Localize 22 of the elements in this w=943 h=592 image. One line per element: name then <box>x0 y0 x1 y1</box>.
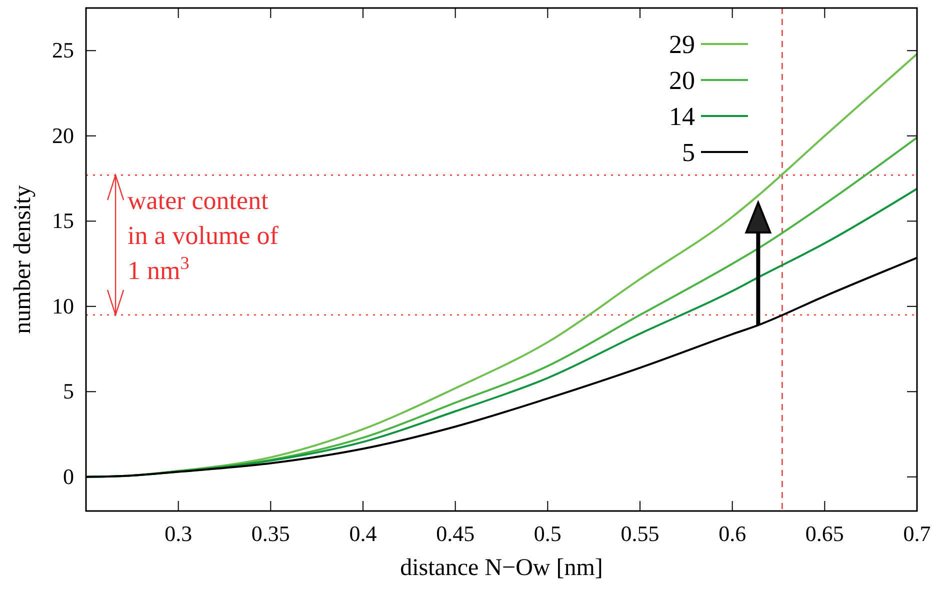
x-tick-label: 0.4 <box>349 521 377 546</box>
annotation: water content in a volume of 1 nm$^{3}$ <box>128 186 279 286</box>
x-tick-label: 0.5 <box>534 521 562 546</box>
x-tick-label: 0.65 <box>805 521 844 546</box>
legend-label: 5 <box>682 138 695 167</box>
x-tick-label: 0.45 <box>436 521 475 546</box>
x-tick-label: 0.55 <box>620 521 660 546</box>
y-tick-label: 15 <box>52 208 74 234</box>
y-tick-label: 0 <box>63 464 74 489</box>
y-tick-label: 5 <box>63 378 74 404</box>
y-tick-label: 20 <box>52 122 74 148</box>
legend-label: 29 <box>669 30 695 59</box>
y-tick-label: 10 <box>52 293 74 318</box>
legend-label: 20 <box>669 66 695 95</box>
x-tick-label: 0.7 <box>903 521 931 546</box>
x-tick-label: 0.35 <box>251 521 290 546</box>
x-axis-title: distance N−Ow [nm] <box>400 555 603 581</box>
y-tick-label: 25 <box>52 38 74 63</box>
x-tick-label: 0.3 <box>164 521 192 546</box>
y-axis-title: number density <box>10 185 36 334</box>
legend-label: 14 <box>669 102 695 131</box>
x-tick-label: 0.6 <box>718 521 746 546</box>
